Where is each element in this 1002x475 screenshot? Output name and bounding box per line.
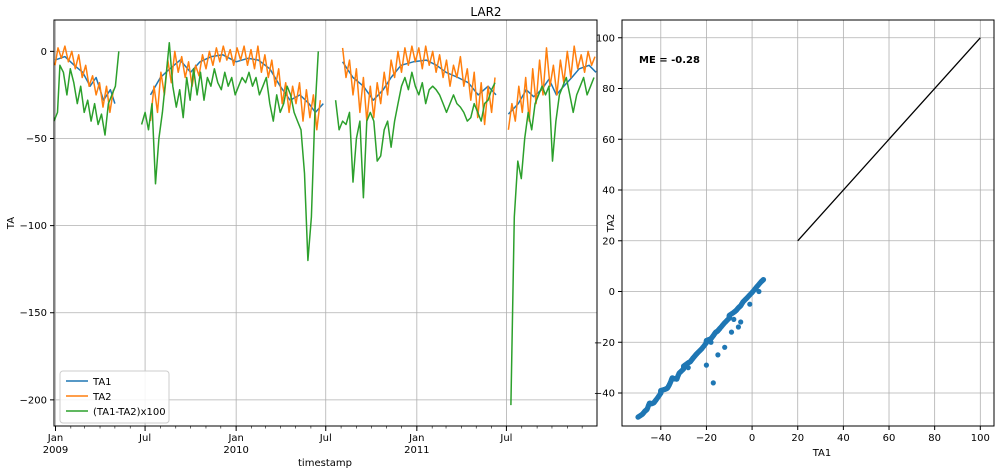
scatter-point <box>756 288 762 295</box>
series-line-ta2 <box>341 45 496 126</box>
series-line-ta1-ta2-x100 <box>334 71 496 199</box>
scatter-point <box>747 301 753 307</box>
x-tick-year-label: 2011 <box>404 445 429 456</box>
identity-line <box>797 37 981 242</box>
scatter-y-tick-label: 0 <box>609 287 615 298</box>
series-line-ta2 <box>54 45 115 114</box>
scatter-point <box>703 362 710 368</box>
scatter-y-tick-label: 20 <box>602 236 615 247</box>
scatter-plot-frame <box>621 19 995 427</box>
y-tick-label: −150 <box>20 308 47 319</box>
scatter-y-tick-label: 40 <box>602 186 615 197</box>
legend-box <box>59 370 170 424</box>
scatter-point <box>731 316 737 322</box>
series-line-ta1-ta2-x100 <box>140 41 320 262</box>
x-tick-year-label: 2010 <box>223 445 248 456</box>
timeseries-y-ticks: 0 −50 −100 −150 −200 <box>20 47 54 406</box>
series-line-ta2 <box>507 45 596 130</box>
y-axis-label: TA <box>6 217 17 230</box>
legend: TA1 TA2 (TA1-TA2)x100 <box>59 370 170 424</box>
scatter-point <box>728 329 735 335</box>
y-tick-label: −100 <box>20 221 47 232</box>
scatter-point <box>710 380 716 386</box>
timeseries-series <box>53 41 597 406</box>
x-tick-year-label: 2009 <box>43 445 68 456</box>
scatter-x-tick-label: 20 <box>791 433 804 444</box>
series-line-ta1-ta2-x100 <box>510 76 595 406</box>
scatter-points <box>635 277 767 420</box>
x-tick-label: Jul <box>319 433 332 444</box>
y-tick-label: −200 <box>20 395 47 406</box>
legend-label-diff: (TA1-TA2)x100 <box>93 407 166 418</box>
x-tick-label: Jul <box>138 433 151 444</box>
scatter-y-tick-label: 100 <box>596 33 615 44</box>
scatter-y-tick-label: −40 <box>594 389 615 400</box>
scatter-point <box>738 319 744 325</box>
timeseries-minor-ticks <box>55 426 583 429</box>
scatter-grid <box>622 20 994 426</box>
scatter-point <box>722 344 728 350</box>
scatter-y-tick-label: 60 <box>602 135 615 146</box>
series-line-ta1 <box>341 59 497 101</box>
x-tick-label: Jan <box>227 433 243 444</box>
x-tick-label: Jan <box>408 433 424 444</box>
y-tick-label: 0 <box>41 47 47 58</box>
series-line-ta1-ta2-x100 <box>53 51 120 136</box>
x-tick-label: Jul <box>499 433 512 444</box>
scatter-x-tick-label: 0 <box>749 433 755 444</box>
x-tick-label: Jan <box>47 433 63 444</box>
timeseries-grid <box>54 20 597 426</box>
scatter-x-tick-label: 100 <box>971 433 990 444</box>
scatter-point <box>735 324 742 330</box>
scatter-x-tick-label: −20 <box>696 433 717 444</box>
y-tick-label: −50 <box>26 134 47 145</box>
scatter-y-ticks: −40 −20 0 20 40 60 80 100 <box>594 33 622 400</box>
series-line-ta2 <box>149 45 322 131</box>
legend-label-ta1: TA1 <box>92 377 112 388</box>
scatter-x-tick-label: 80 <box>928 433 941 444</box>
scatter-x-tick-label: −40 <box>650 433 671 444</box>
mean-error-annotation: ME = -0.28 <box>639 55 700 66</box>
scatter-x-axis-label: TA1 <box>812 448 832 459</box>
scatter-x-ticks: −40 −20 0 20 40 60 80 100 <box>650 426 990 444</box>
scatter-x-tick-label: 60 <box>883 433 896 444</box>
scatter-y-axis-label: TA2 <box>606 214 617 234</box>
chart-title: LAR2 <box>470 5 501 19</box>
scatter-point <box>760 277 766 283</box>
scatter-y-tick-label: −20 <box>594 338 615 349</box>
scatter-x-tick-label: 40 <box>837 433 850 444</box>
scatter-point <box>715 352 721 358</box>
scatter-y-tick-label: 80 <box>602 84 615 95</box>
scatter-chart: −40 −20 0 20 40 60 80 100 −40 −20 0 20 40 60 80 100 ME… <box>594 19 995 459</box>
x-axis-label: timestamp <box>298 458 352 469</box>
legend-label-ta2: TA2 <box>92 392 112 403</box>
